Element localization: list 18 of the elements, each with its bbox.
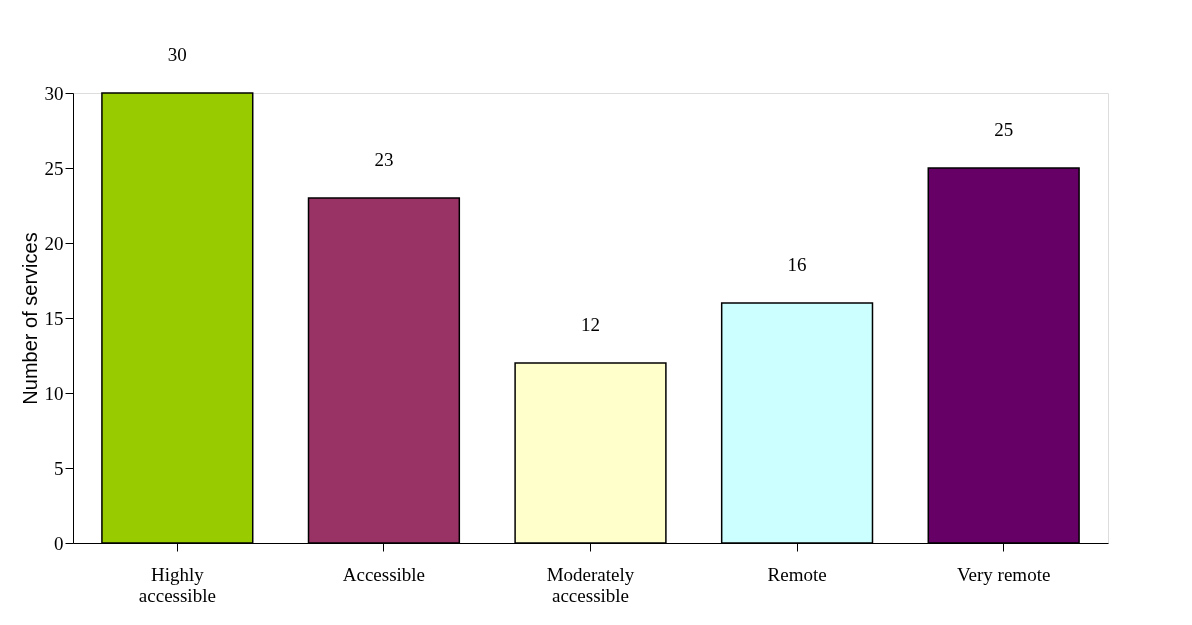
y-tick-label: 0 — [54, 532, 64, 554]
y-tick-label: 25 — [44, 157, 64, 179]
data-label: 23 — [374, 149, 394, 170]
y-tick-label: 5 — [54, 457, 64, 479]
y-axis-title: Number of services — [18, 232, 41, 405]
y-tick-label: 30 — [44, 82, 64, 104]
x-tick-label: Moderately accessible — [546, 563, 635, 606]
y-tick-label: 10 — [44, 382, 64, 404]
x-tick-label: Accessible — [342, 563, 426, 585]
data-label: 25 — [994, 119, 1014, 140]
data-label: 16 — [787, 254, 807, 275]
data-label: 12 — [581, 314, 600, 335]
x-tick-label: Highly accessible — [138, 563, 216, 606]
x-tick-label: Remote — [767, 563, 827, 585]
y-tick-label: 15 — [44, 307, 64, 329]
x-tick-label: Very remote — [956, 563, 1051, 585]
y-tick-label: 20 — [44, 232, 64, 254]
data-label: 30 — [167, 44, 187, 65]
